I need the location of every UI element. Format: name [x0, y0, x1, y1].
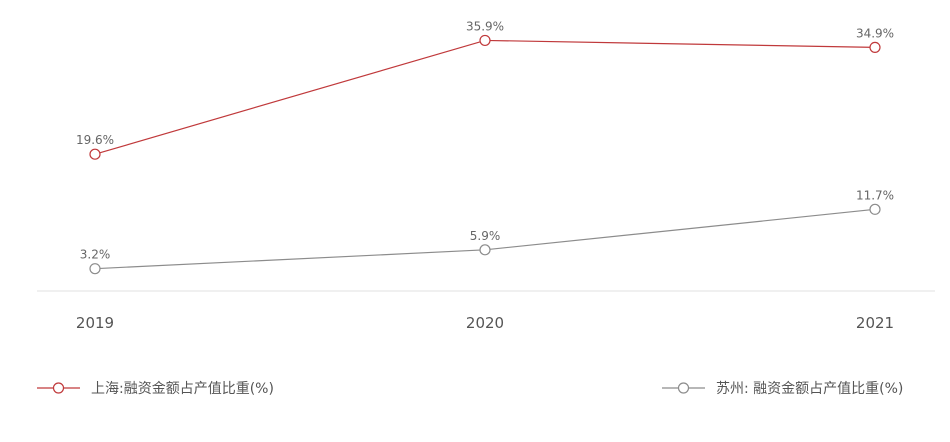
data-label: 3.2% — [80, 248, 111, 262]
data-point — [869, 41, 881, 53]
legend-marker-icon — [677, 382, 690, 394]
data-point — [89, 148, 101, 160]
legend-label: 苏州: 融资金额占产值比重(%) — [716, 381, 903, 397]
data-label: 11.7% — [856, 188, 894, 202]
data-label: 34.9% — [856, 26, 894, 40]
x-tick-label: 2020 — [466, 314, 504, 332]
data-label: 35.9% — [466, 19, 504, 33]
data-point — [479, 34, 491, 47]
x-tick-label: 2021 — [856, 314, 894, 332]
legend-item-1: 苏州: 融资金额占产值比重(%) — [662, 381, 903, 397]
data-point — [479, 244, 491, 256]
legend-marker-icon — [52, 382, 65, 394]
data-label: 19.6% — [76, 133, 114, 147]
x-tick-label: 2019 — [76, 314, 114, 332]
series-line-0 — [94, 39, 876, 155]
data-label: 5.9% — [470, 229, 501, 243]
legend-item-0: 上海:融资金额占产值比重(%) — [37, 381, 274, 397]
data-point — [89, 263, 101, 275]
legend-label: 上海:融资金额占产值比重(%) — [91, 381, 274, 397]
data-point — [869, 203, 881, 215]
